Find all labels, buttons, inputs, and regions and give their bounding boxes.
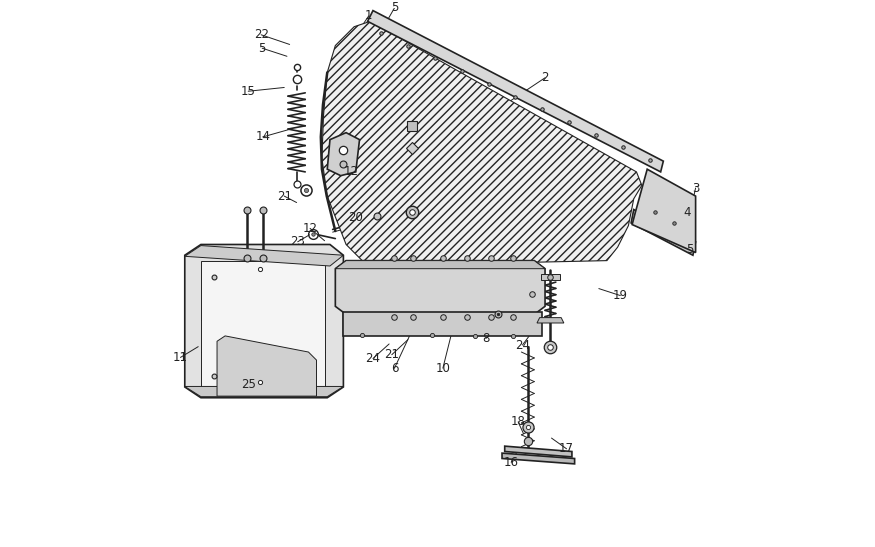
Text: 11: 11 — [173, 351, 188, 364]
Polygon shape — [335, 260, 545, 269]
Text: 24: 24 — [515, 339, 530, 352]
Text: 12: 12 — [344, 165, 359, 178]
Text: 1: 1 — [365, 9, 373, 22]
Text: 4: 4 — [683, 206, 691, 219]
Text: 8: 8 — [482, 332, 490, 345]
Text: 22: 22 — [254, 28, 269, 41]
Text: 5: 5 — [391, 2, 398, 14]
Text: 14: 14 — [255, 130, 270, 143]
Polygon shape — [343, 312, 542, 336]
Polygon shape — [201, 260, 325, 387]
Polygon shape — [502, 453, 575, 464]
Polygon shape — [185, 245, 343, 398]
Text: 23: 23 — [290, 235, 305, 248]
Polygon shape — [327, 132, 360, 176]
Text: 10: 10 — [436, 362, 451, 375]
Polygon shape — [632, 169, 696, 253]
Polygon shape — [322, 21, 642, 266]
Polygon shape — [217, 336, 317, 396]
Polygon shape — [185, 246, 343, 266]
Text: 21: 21 — [276, 190, 291, 202]
Polygon shape — [631, 210, 696, 255]
Text: 18: 18 — [511, 415, 526, 428]
Text: 12: 12 — [303, 222, 318, 235]
Polygon shape — [537, 318, 564, 323]
Text: 19: 19 — [612, 289, 628, 302]
Polygon shape — [335, 260, 545, 315]
Text: 6: 6 — [391, 362, 398, 375]
Text: 2: 2 — [542, 71, 549, 84]
Text: 15: 15 — [241, 85, 256, 98]
Polygon shape — [541, 274, 560, 280]
Text: 24: 24 — [366, 352, 381, 365]
Text: 20: 20 — [348, 211, 363, 224]
Text: 3: 3 — [692, 182, 699, 195]
Polygon shape — [505, 446, 572, 457]
Text: 5: 5 — [687, 243, 694, 257]
Text: 25: 25 — [241, 378, 256, 391]
Text: 16: 16 — [504, 456, 519, 469]
Text: 5: 5 — [258, 42, 266, 55]
Text: 17: 17 — [559, 443, 574, 455]
Text: 21: 21 — [384, 348, 399, 361]
Polygon shape — [368, 10, 663, 172]
Polygon shape — [185, 386, 343, 397]
